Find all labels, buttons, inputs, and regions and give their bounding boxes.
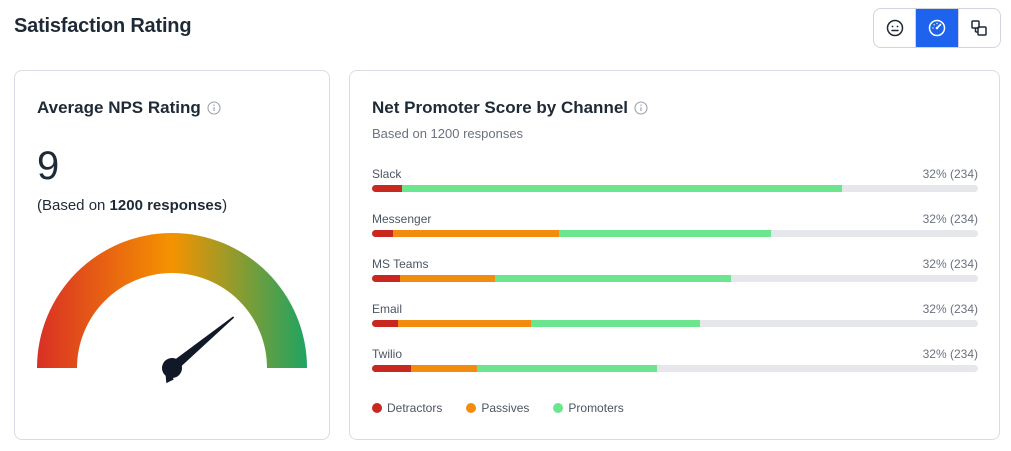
nps-responses-note: (Based on 1200 responses) bbox=[37, 197, 227, 214]
smiley-view-button[interactable] bbox=[874, 9, 917, 47]
promoters-segment bbox=[402, 185, 843, 192]
nps-sub-prefix: (Based on bbox=[37, 197, 110, 214]
channel-score: 32% (234) bbox=[922, 167, 978, 181]
smiley-icon bbox=[886, 19, 903, 37]
gauge-icon bbox=[928, 19, 946, 37]
channel-score: 32% (234) bbox=[922, 347, 978, 361]
legend-item: Passives bbox=[466, 401, 529, 415]
legend-label: Detractors bbox=[387, 401, 443, 415]
detractors-segment bbox=[372, 365, 411, 372]
detractors-segment bbox=[372, 275, 400, 282]
gauge-view-button[interactable] bbox=[916, 9, 959, 47]
channel-row: Twilio 32% (234) bbox=[372, 347, 978, 392]
chart-legend: Detractors Passives Promoters bbox=[372, 401, 624, 415]
channel-row: Messenger 32% (234) bbox=[372, 212, 978, 257]
channel-nps-card: Net Promoter Score by Channel Based on 1… bbox=[349, 70, 1000, 440]
legend-dot bbox=[372, 403, 382, 413]
promoters-segment bbox=[476, 365, 657, 372]
detractors-segment bbox=[372, 230, 394, 237]
detractors-segment bbox=[372, 185, 403, 192]
promoters-segment bbox=[495, 275, 731, 282]
promoters-segment bbox=[530, 320, 700, 327]
channel-row: MS Teams 32% (234) bbox=[372, 257, 978, 302]
info-icon[interactable] bbox=[207, 101, 221, 115]
channel-name: MS Teams bbox=[372, 257, 429, 271]
channel-nps-title-text: Net Promoter Score by Channel bbox=[372, 98, 629, 117]
average-nps-title: Average NPS Rating bbox=[37, 98, 221, 118]
nps-value: 9 bbox=[37, 144, 60, 188]
nps-sub-suffix: ) bbox=[222, 197, 228, 214]
legend-item: Promoters bbox=[553, 401, 624, 415]
promoters-segment bbox=[559, 230, 771, 237]
passives-segment bbox=[399, 275, 496, 282]
info-icon[interactable] bbox=[634, 101, 648, 115]
gauge-arc bbox=[37, 233, 307, 368]
channel-nps-subtitle: Based on 1200 responses bbox=[372, 126, 524, 141]
channel-bar bbox=[372, 365, 978, 372]
nps-gauge bbox=[37, 233, 307, 384]
channel-bar bbox=[372, 230, 978, 237]
channel-row: Slack 32% (234) bbox=[372, 167, 978, 212]
channel-name: Messenger bbox=[372, 212, 432, 226]
channel-name: Twilio bbox=[372, 347, 403, 361]
channel-bar bbox=[372, 275, 978, 282]
channel-name: Slack bbox=[372, 167, 402, 181]
legend-item: Detractors bbox=[372, 401, 442, 415]
view-toggle bbox=[873, 8, 1001, 48]
legend-dot bbox=[466, 403, 477, 413]
average-nps-title-text: Average NPS Rating bbox=[37, 98, 201, 117]
channel-list: Slack 32% (234) Messenger 32% (234) MS Teams… bbox=[372, 167, 978, 392]
channel-name: Email bbox=[372, 302, 403, 316]
channel-score: 32% (234) bbox=[922, 257, 978, 271]
page-title: Satisfaction Rating bbox=[14, 15, 192, 37]
channel-bar bbox=[372, 320, 978, 327]
channel-bar bbox=[372, 185, 978, 192]
passives-segment bbox=[393, 230, 560, 237]
detractors-segment bbox=[372, 320, 399, 327]
channel-score: 32% (234) bbox=[922, 212, 978, 226]
passives-segment bbox=[410, 365, 477, 372]
passives-segment bbox=[398, 320, 531, 327]
gauge-needle bbox=[162, 316, 235, 384]
nps-sub-count: 1200 responses bbox=[109, 197, 223, 214]
legend-label: Passives bbox=[481, 401, 530, 415]
legend-label: Promoters bbox=[568, 401, 624, 415]
legend-dot bbox=[553, 403, 564, 413]
channel-score: 32% (234) bbox=[922, 302, 978, 316]
channel-row: Email 32% (234) bbox=[372, 302, 978, 347]
channel-nps-title: Net Promoter Score by Channel bbox=[372, 98, 648, 118]
average-nps-card: Average NPS Rating 9 (Based on 1200 resp… bbox=[14, 70, 330, 440]
shapes-icon bbox=[971, 20, 988, 36]
shapes-view-button[interactable] bbox=[959, 9, 1000, 47]
